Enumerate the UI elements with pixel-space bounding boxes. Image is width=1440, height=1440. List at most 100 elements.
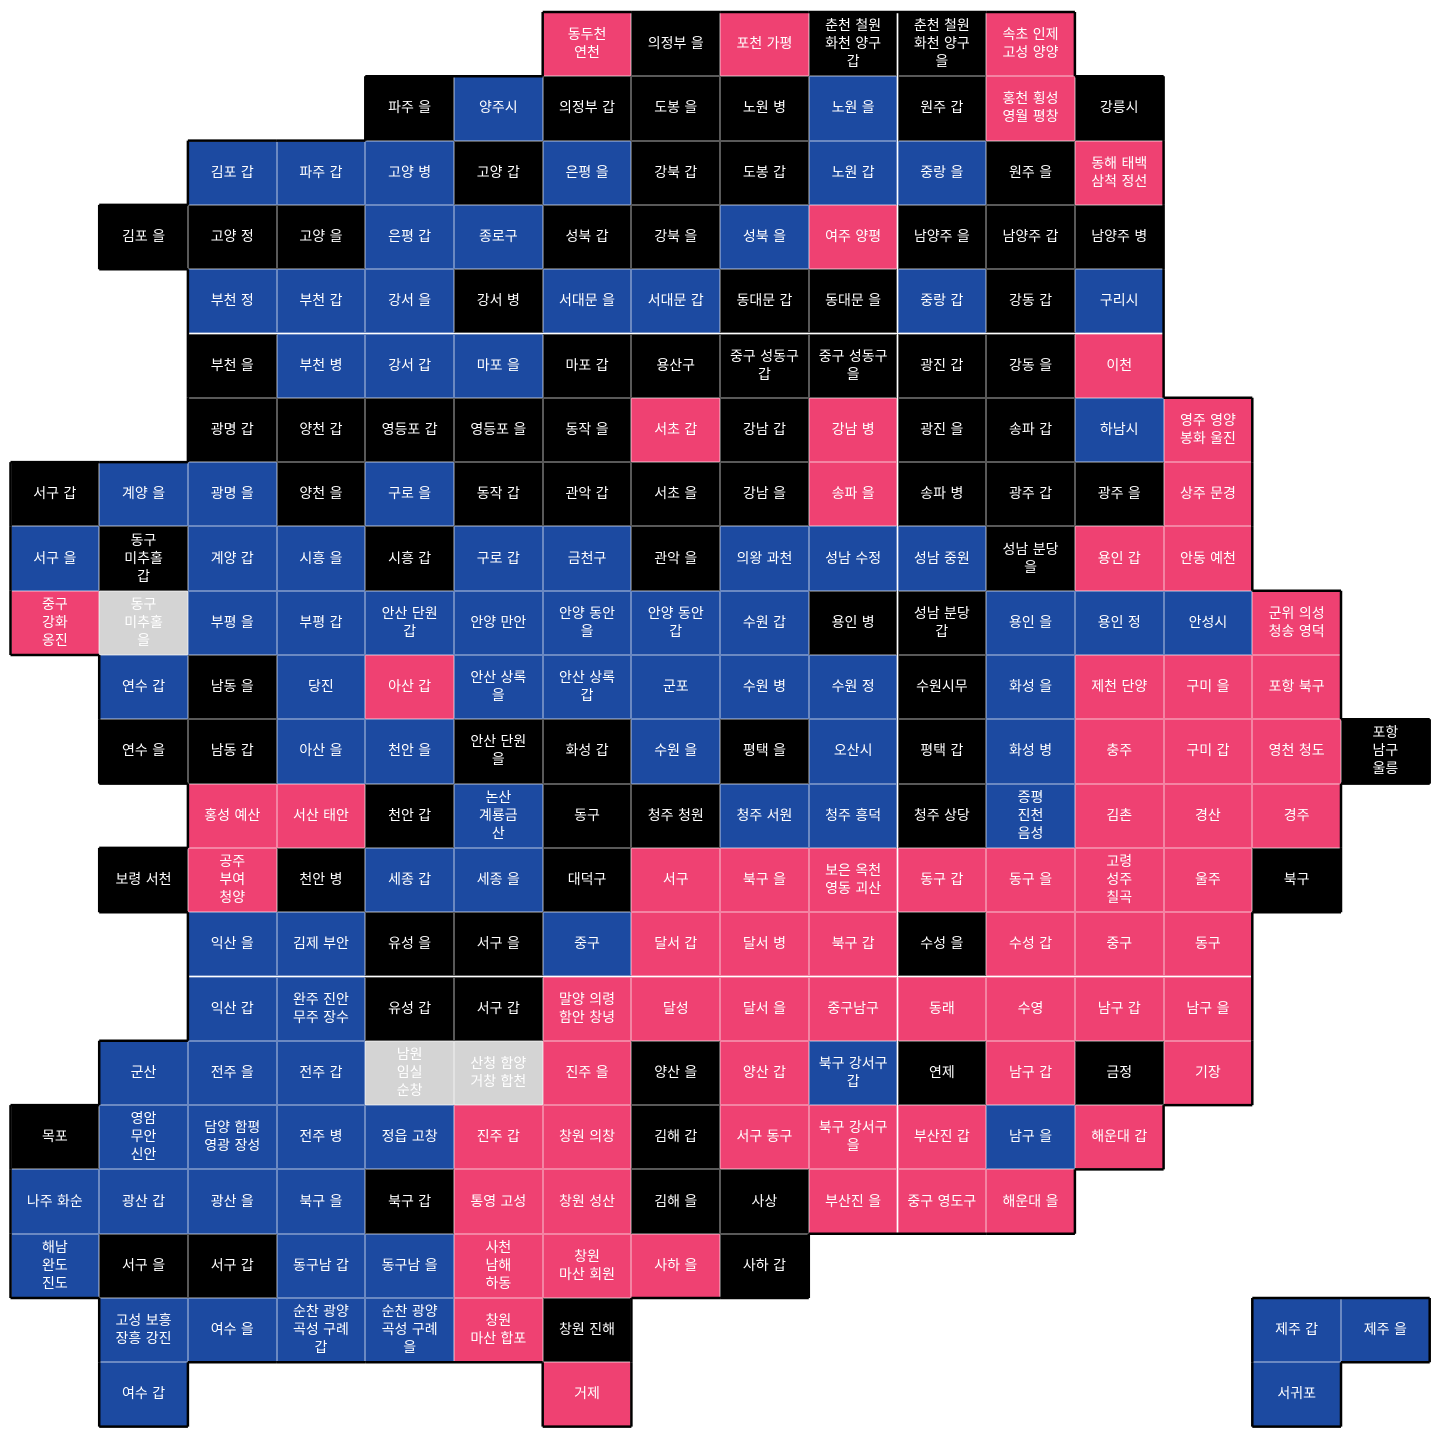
district-cell[interactable]: 도봉 을 <box>631 76 721 141</box>
district-cell[interactable]: 수성 을 <box>897 912 987 977</box>
district-cell[interactable]: 포항 남구 울릉 <box>1341 719 1430 784</box>
district-cell[interactable]: 세종 갑 <box>365 847 454 913</box>
district-cell[interactable]: 동대문 을 <box>808 269 898 334</box>
district-cell[interactable]: 구로 갑 <box>454 526 543 591</box>
district-cell[interactable]: 강동 갑 <box>986 269 1075 334</box>
district-cell[interactable]: 중구 성동구 갑 <box>720 333 809 398</box>
district-cell[interactable]: 부산진 갑 <box>897 1105 987 1170</box>
district-cell[interactable]: 계양 갑 <box>187 526 277 591</box>
district-cell[interactable]: 파주 을 <box>365 76 454 141</box>
district-cell[interactable]: 홍성 예산 <box>187 783 277 848</box>
district-cell[interactable]: 영천 청도 <box>1252 719 1341 784</box>
district-cell[interactable]: 아산 을 <box>276 719 366 784</box>
district-cell[interactable]: 성남 중원 <box>897 526 987 591</box>
district-cell[interactable]: 중구남구 <box>808 976 898 1041</box>
district-cell[interactable]: 중랑 갑 <box>897 269 987 334</box>
district-cell[interactable]: 익산 을 <box>187 912 277 977</box>
district-cell[interactable]: 영등포 을 <box>454 397 543 463</box>
district-cell[interactable]: 속초 인제 고성 양양 <box>986 12 1075 77</box>
district-cell[interactable]: 북구 을 <box>276 1169 366 1234</box>
district-cell[interactable]: 용인 정 <box>1074 590 1164 655</box>
district-cell[interactable]: 고성 보흥 장흥 강진 <box>99 1298 188 1363</box>
district-cell[interactable]: 창원 마산 회원 <box>542 1233 632 1298</box>
district-cell[interactable]: 거제 <box>542 1362 632 1427</box>
district-cell[interactable]: 강동 을 <box>986 333 1075 398</box>
district-cell[interactable]: 보령 서천 <box>99 847 188 913</box>
district-cell[interactable]: 관악 갑 <box>542 462 632 527</box>
district-cell[interactable]: 의정부 갑 <box>542 76 632 141</box>
district-cell[interactable]: 여수 을 <box>187 1298 277 1363</box>
district-cell[interactable]: 김해 갑 <box>631 1105 721 1170</box>
district-cell[interactable]: 동구 미추홀 갑 <box>99 526 188 591</box>
district-cell[interactable]: 부천 갑 <box>276 269 366 334</box>
district-cell[interactable]: 청주 상당 <box>897 783 987 848</box>
district-cell[interactable]: 중구 <box>1074 912 1164 977</box>
district-cell[interactable]: 순찬 광양 곡성 구례 갑 <box>276 1298 366 1363</box>
district-cell[interactable]: 용인 병 <box>808 590 898 655</box>
district-cell[interactable]: 시흥 갑 <box>365 526 454 591</box>
district-cell[interactable]: 동구남 을 <box>365 1233 454 1298</box>
district-cell[interactable]: 공주 부여 청양 <box>187 847 277 913</box>
district-cell[interactable]: 광명 갑 <box>187 397 277 463</box>
district-cell[interactable]: 하남시 <box>1074 397 1164 463</box>
district-cell[interactable]: 청주 청원 <box>631 783 721 848</box>
district-cell[interactable]: 달서 병 <box>720 912 809 977</box>
district-cell[interactable]: 창원 마산 합포 <box>454 1298 543 1363</box>
district-cell[interactable]: 성남 수정 <box>808 526 898 591</box>
district-cell[interactable]: 동해 태백 삼척 정선 <box>1074 140 1164 205</box>
district-cell[interactable]: 종로구 <box>454 204 543 270</box>
district-cell[interactable]: 남동 을 <box>187 655 277 720</box>
district-cell[interactable]: 광명 을 <box>187 462 277 527</box>
district-cell[interactable]: 금천구 <box>542 526 632 591</box>
district-cell[interactable]: 수영 <box>986 976 1075 1041</box>
district-cell[interactable]: 서구 <box>631 847 721 913</box>
district-cell[interactable]: 광산 을 <box>187 1169 277 1234</box>
district-cell[interactable]: 천안 을 <box>365 719 454 784</box>
district-cell[interactable]: 당진 <box>276 655 366 720</box>
district-cell[interactable]: 금정 <box>1074 1040 1164 1106</box>
district-cell[interactable]: 노원 을 <box>808 76 898 141</box>
district-cell[interactable]: 안산 단원 을 <box>454 719 543 784</box>
district-cell[interactable]: 해운대 갑 <box>1074 1105 1164 1170</box>
district-cell[interactable]: 홍천 횡성 영월 평창 <box>986 76 1075 141</box>
district-cell[interactable]: 말양 의령 함안 창녕 <box>542 976 632 1041</box>
district-cell[interactable]: 남구 갑 <box>1074 976 1164 1041</box>
district-cell[interactable]: 전주 병 <box>276 1105 366 1170</box>
district-cell[interactable]: 남양주 갑 <box>986 204 1075 270</box>
district-cell[interactable]: 송파 병 <box>897 462 987 527</box>
district-cell[interactable]: 창원 성산 <box>542 1169 632 1234</box>
district-cell[interactable]: 나주 화순 <box>10 1169 100 1234</box>
district-cell[interactable]: 화성 갑 <box>542 719 632 784</box>
district-cell[interactable]: 제주 을 <box>1341 1298 1430 1363</box>
district-cell[interactable]: 양산 을 <box>631 1040 721 1106</box>
district-cell[interactable]: 동구 <box>542 783 632 848</box>
district-cell[interactable]: 양주시 <box>454 76 543 141</box>
district-cell[interactable]: 양천 갑 <box>276 397 366 463</box>
district-cell[interactable]: 북구 을 <box>720 847 809 913</box>
district-cell[interactable]: 포항 북구 <box>1252 655 1341 720</box>
district-cell[interactable]: 송파 을 <box>808 462 898 527</box>
district-cell[interactable]: 부천 정 <box>187 269 277 334</box>
district-cell[interactable]: 수원 갑 <box>720 590 809 655</box>
district-cell[interactable]: 남양주 병 <box>1074 204 1164 270</box>
district-cell[interactable]: 진주 갑 <box>454 1105 543 1170</box>
district-cell[interactable]: 수원 을 <box>631 719 721 784</box>
district-cell[interactable]: 정읍 고창 <box>365 1105 454 1170</box>
district-cell[interactable]: 연제 <box>897 1040 987 1106</box>
district-cell[interactable]: 동작 갑 <box>454 462 543 527</box>
district-cell[interactable]: 서초 을 <box>631 462 721 527</box>
district-cell[interactable]: 순찬 광양 곡성 구례 을 <box>365 1298 454 1363</box>
district-cell[interactable]: 의정부 을 <box>631 12 721 77</box>
district-cell[interactable]: 노원 갑 <box>808 140 898 205</box>
district-cell[interactable]: 통영 고성 <box>454 1169 543 1234</box>
district-cell[interactable]: 창원 의창 <box>542 1105 632 1170</box>
district-cell[interactable]: 도봉 갑 <box>720 140 809 205</box>
district-cell[interactable]: 천안 갑 <box>365 783 454 848</box>
district-cell[interactable]: 군포 <box>631 655 721 720</box>
district-cell[interactable]: 연수 을 <box>99 719 188 784</box>
district-cell[interactable]: 천안 병 <box>276 847 366 913</box>
district-cell[interactable]: 광주 갑 <box>986 462 1075 527</box>
district-cell[interactable]: 달서 을 <box>720 976 809 1041</box>
district-cell[interactable]: 수원 병 <box>720 655 809 720</box>
district-cell[interactable]: 창원 진해 <box>542 1298 632 1363</box>
